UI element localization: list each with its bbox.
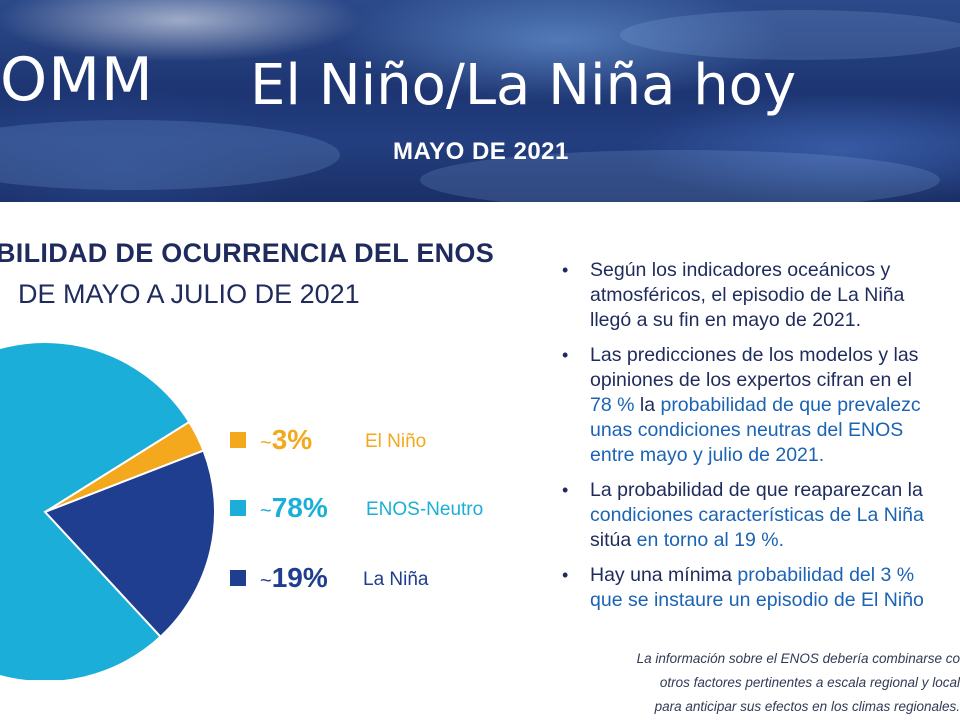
legend-percentage: ~19% [260, 562, 328, 594]
body-text: Según los indicadores oceánicos y [590, 259, 891, 281]
body-text: llegó a su fin en mayo de 2021. [590, 309, 862, 331]
body-text: sitúa [590, 529, 637, 551]
body-text: Las predicciones de los modelos y las [590, 344, 919, 366]
highlighted-text: en torno al 19 %. [636, 529, 785, 551]
legend-label: El Niño [365, 431, 427, 452]
bullet-icon: • [562, 565, 569, 585]
chart-subtitle: DE MAYO A JULIO DE 2021 [18, 279, 360, 309]
footnote-line: La información sobre el ENOS debería com… [636, 651, 960, 666]
wave-decoration [620, 10, 960, 60]
highlighted-text: entre mayo y julio de 2021. [590, 444, 825, 466]
highlighted-text: probabilidad de que prevalezc [660, 394, 921, 416]
key-points-list: • Según los indicadores oceánicos y atmosf… [562, 258, 960, 623]
legend-swatch [230, 500, 246, 516]
wave-decoration [420, 150, 940, 202]
highlighted-text: unas condiciones neutras del ENOS [590, 419, 904, 441]
bullet-icon: • [562, 480, 569, 500]
footnote-line: otros factores pertinentes a escala regi… [659, 675, 960, 690]
body-text: atmosféricos, el episodio de La Niña [590, 284, 905, 306]
legend-swatch [230, 432, 246, 448]
legend-percentage: ~78% [260, 492, 328, 524]
body-text: Hay una mínima [590, 564, 738, 586]
key-point-item: • Las predicciones de los modelos y las op… [562, 343, 960, 468]
chart-title: BILIDAD DE OCURRENCIA DEL ENOS [0, 238, 495, 268]
footnote-line: para anticipar sus efectos en los climas… [654, 699, 960, 714]
key-point-item: • La probabilidad de que reaparezcan la co… [562, 478, 960, 553]
legend-percentage-value: 3% [271, 424, 313, 455]
legend-label: La Niña [363, 569, 429, 590]
legend-percentage-value: 19% [271, 562, 328, 593]
bullet-icon: • [562, 260, 569, 280]
highlighted-text: probabilidad del 3 % [737, 564, 915, 586]
legend-label: ENOS-Neutro [366, 499, 484, 520]
pie-chart [0, 341, 216, 680]
pie-slice-la-niña [43, 449, 216, 639]
highlighted-text: que se instaure un episodio de El Niño [590, 589, 924, 611]
legend-percentage: ~3% [260, 424, 312, 456]
pie-slice-enos-neutro [0, 341, 191, 680]
legend-swatch [230, 570, 246, 586]
highlighted-text: condiciones características de La Niña [590, 504, 924, 526]
body-text: la [634, 394, 661, 416]
page-title: El Niño/La Niña hoy [250, 53, 797, 118]
key-point-item: • Hay una mínima probabilidad del 3 % que … [562, 563, 960, 613]
key-point-item: • Según los indicadores oceánicos y atmosf… [562, 258, 960, 333]
wave-decoration [0, 120, 340, 190]
footnote: La información sobre el ENOS debería com… [568, 647, 960, 719]
legend-percentage-value: 78% [271, 492, 328, 523]
highlighted-text: 78 % [590, 394, 635, 416]
legend-approx-sign: ~ [260, 432, 272, 454]
body-text: La probabilidad de que reaparezcan la [590, 479, 923, 501]
org-logo-text: OMM [0, 45, 154, 115]
legend-approx-sign: ~ [260, 500, 272, 522]
report-date: MAYO DE 2021 [393, 138, 569, 165]
header-banner: OMM El Niño/La Niña hoy MAYO DE 2021 [0, 0, 960, 202]
body-text: opiniones de los expertos cifran en el [590, 369, 912, 391]
legend-approx-sign: ~ [260, 570, 272, 592]
bullet-icon: • [562, 345, 569, 365]
